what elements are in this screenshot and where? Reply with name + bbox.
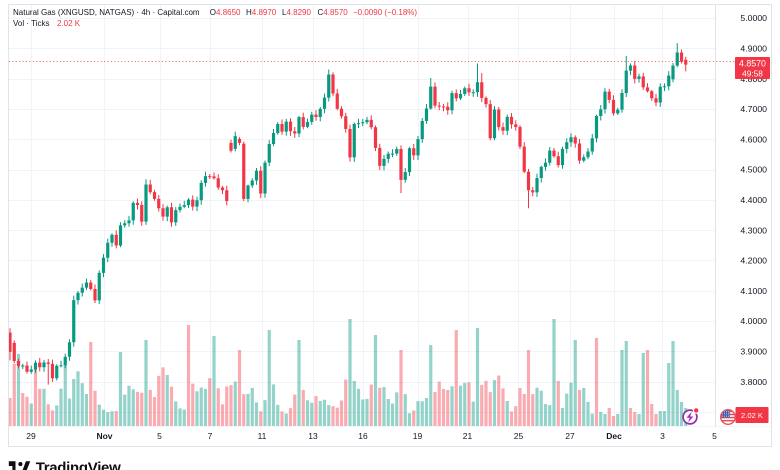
svg-text:7: 7 xyxy=(208,431,213,441)
svg-text:Dec: Dec xyxy=(606,431,622,441)
svg-text:49:58: 49:58 xyxy=(742,68,763,78)
svg-text:11: 11 xyxy=(258,431,267,441)
svg-text:Nov: Nov xyxy=(96,431,112,441)
svg-text:5.0000: 5.0000 xyxy=(740,13,767,23)
svg-text:16: 16 xyxy=(358,431,368,441)
svg-text:5: 5 xyxy=(157,431,162,441)
svg-text:29: 29 xyxy=(26,431,36,441)
svg-text:3.9000: 3.9000 xyxy=(740,347,767,357)
svg-text:4.5000: 4.5000 xyxy=(740,165,767,175)
svg-text:4.6000: 4.6000 xyxy=(740,134,767,144)
svg-text:4.2000: 4.2000 xyxy=(740,256,767,266)
svg-text:TradingView: TradingView xyxy=(36,459,121,470)
svg-text:4.4000: 4.4000 xyxy=(740,195,767,205)
svg-text:4.3000: 4.3000 xyxy=(740,225,767,235)
svg-text:13: 13 xyxy=(308,431,318,441)
svg-text:4.0000: 4.0000 xyxy=(740,316,767,326)
svg-text:Natural Gas (XNGUSD, NATGAS) ·: Natural Gas (XNGUSD, NATGAS) · 4h · Capi… xyxy=(13,8,417,17)
svg-text:3.8000: 3.8000 xyxy=(740,377,767,387)
svg-text:4.9000: 4.9000 xyxy=(740,44,767,54)
svg-text:27: 27 xyxy=(565,431,575,441)
svg-text:3: 3 xyxy=(660,431,665,441)
svg-text:5: 5 xyxy=(712,431,717,441)
svg-text:4.8570: 4.8570 xyxy=(739,58,766,68)
svg-text:19: 19 xyxy=(413,431,423,441)
svg-text:4.1000: 4.1000 xyxy=(740,286,767,296)
svg-text:2.02 K: 2.02 K xyxy=(741,411,763,420)
svg-text:4.7000: 4.7000 xyxy=(740,104,767,114)
svg-text:21: 21 xyxy=(463,431,473,441)
svg-text:25: 25 xyxy=(514,431,524,441)
